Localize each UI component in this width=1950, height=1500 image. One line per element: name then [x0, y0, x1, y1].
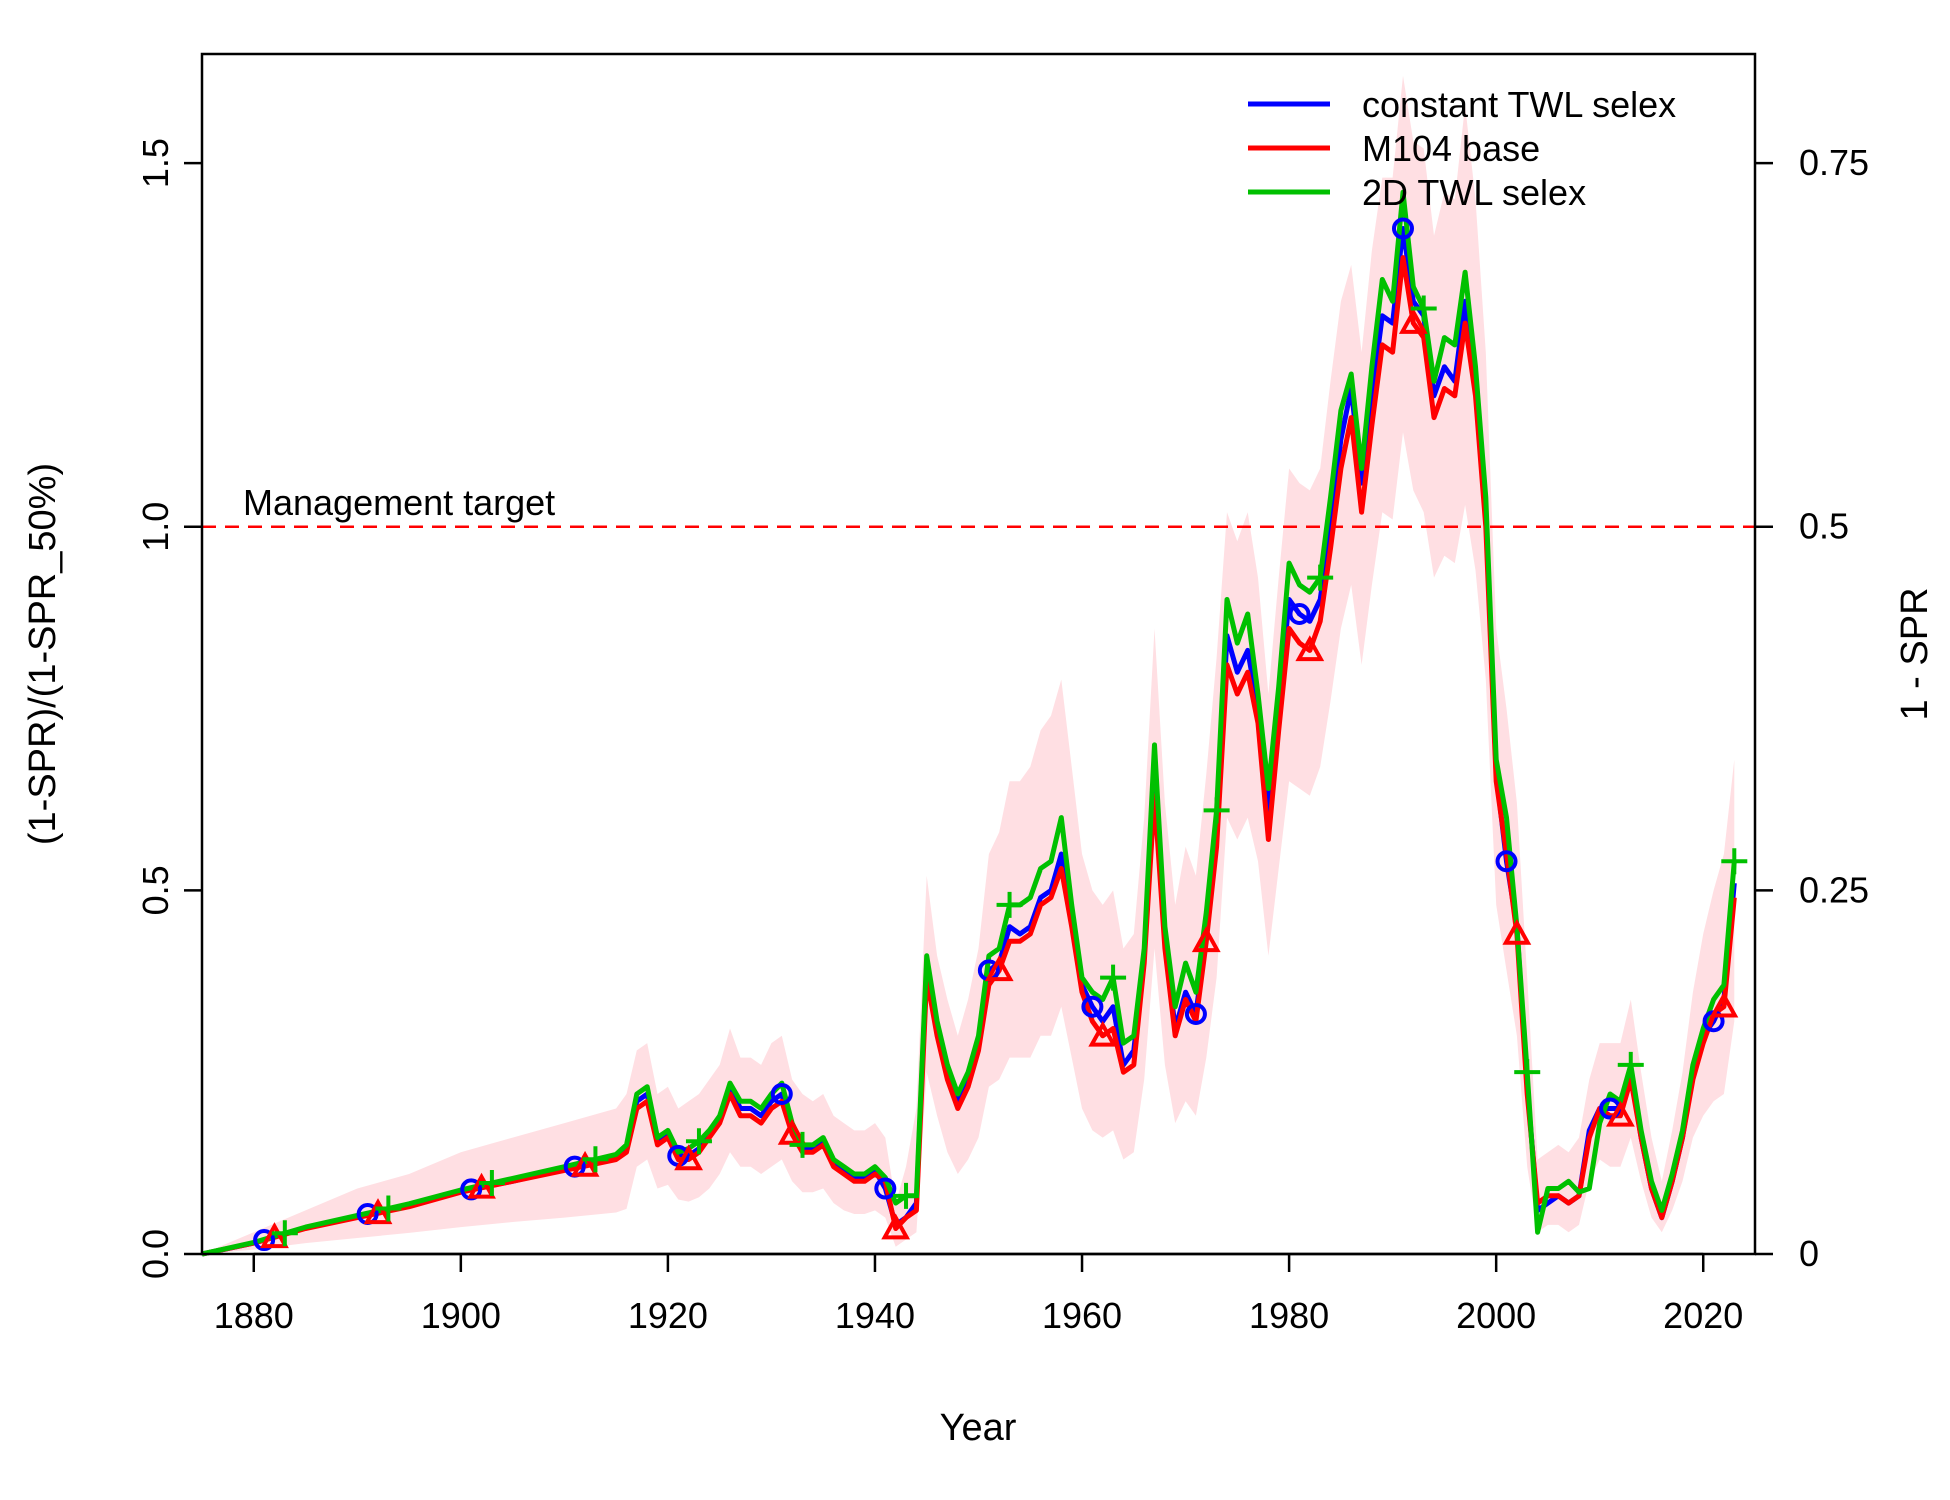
marker-2-0	[271, 1220, 298, 1247]
marker-0-12	[1495, 850, 1518, 873]
uncertainty-band-layer	[202, 75, 1735, 1254]
marker-1-3	[570, 1150, 600, 1177]
marker-2-9	[1203, 797, 1230, 824]
legend-label-2: 2D TWL selex	[1362, 172, 1586, 213]
marker-1-5	[777, 1118, 807, 1145]
marker-2-10	[1307, 564, 1334, 591]
series-layer	[201, 189, 1737, 1257]
marker-1-0	[260, 1222, 289, 1249]
marker-0-8	[1081, 995, 1104, 1018]
marker-1-10	[1295, 635, 1325, 662]
marker-layer	[253, 217, 1748, 1252]
y-right-tick-label-2: 0.5	[1799, 506, 1849, 547]
y-right-tick-label-3: 0.75	[1799, 142, 1869, 183]
marker-1-13	[1606, 1100, 1635, 1127]
marker-0-10	[1288, 603, 1311, 625]
marker-1-11	[1398, 307, 1428, 334]
marker-0-6	[874, 1177, 897, 1200]
legend-label-1: M104 base	[1362, 128, 1540, 169]
marker-1-2	[467, 1172, 496, 1199]
x-tick-label-2: 1920	[628, 1295, 708, 1336]
marker-0-5	[770, 1083, 793, 1105]
marker-2-13	[1617, 1051, 1644, 1078]
marker-2-3	[582, 1146, 609, 1173]
marker-1-1	[363, 1198, 393, 1225]
marker-0-11	[1391, 217, 1414, 240]
marker-2-6	[893, 1182, 920, 1209]
marker-2-2	[478, 1170, 505, 1197]
y-right-tick-label-0: 0	[1799, 1233, 1819, 1274]
marker-2-1	[375, 1195, 402, 1222]
marker-2-8	[1100, 964, 1127, 991]
marker-1-7	[984, 955, 1014, 982]
marker-2-5	[789, 1131, 816, 1158]
x-tick-label-5: 1980	[1249, 1295, 1329, 1336]
marker-1-9	[1191, 926, 1221, 953]
x-tick-label-0: 1880	[214, 1295, 294, 1336]
marker-2-7	[996, 891, 1023, 918]
x-tick-label-4: 1960	[1042, 1295, 1122, 1336]
y-tick-label-1: 0.5	[135, 865, 176, 915]
marker-0-9	[1184, 1003, 1207, 1025]
y-tick-label-2: 1.0	[135, 502, 176, 552]
marker-1-6	[881, 1213, 911, 1240]
y-axis-right: 0 0.25 0.5 0.75	[1755, 142, 1869, 1274]
marker-2-12	[1514, 1059, 1541, 1086]
marker-1-4	[674, 1144, 704, 1171]
marker-2-4	[685, 1128, 712, 1155]
y-right-tick-label-1: 0.25	[1799, 869, 1869, 910]
x-tick-label-7: 2020	[1663, 1295, 1743, 1336]
reference-line-layer: Management target	[202, 482, 1755, 528]
x-axis-label: Year	[940, 1407, 1017, 1449]
marker-1-8	[1088, 1020, 1118, 1047]
marker-1-12	[1502, 918, 1532, 945]
legend-label-0: constant TWL selex	[1362, 84, 1676, 125]
management-target-label: Management target	[243, 482, 555, 523]
marker-0-0	[253, 1229, 276, 1252]
y-tick-label-3: 1.5	[135, 138, 176, 188]
x-axis: 1880 1900 1920 1940 1960 1980 2000 2020	[214, 1252, 1743, 1336]
marker-2-14	[1721, 848, 1748, 875]
x-tick-label-3: 1940	[835, 1295, 915, 1336]
x-tick-label-6: 2000	[1456, 1295, 1536, 1336]
x-tick-label-1: 1900	[421, 1295, 501, 1336]
y-axis-right-label: 1 - SPR	[1894, 587, 1936, 720]
y-tick-label-0: 0.0	[135, 1229, 176, 1279]
y-axis-label: (1-SPR)/(1-SPR_50%)	[22, 463, 64, 845]
marker-1-14	[1709, 991, 1739, 1018]
uncertainty-band	[202, 75, 1735, 1254]
marker-2-11	[1410, 295, 1437, 322]
series-line-2	[201, 189, 1737, 1257]
y-axis-left: 0.0 0.5 1.0 1.5	[135, 138, 202, 1279]
